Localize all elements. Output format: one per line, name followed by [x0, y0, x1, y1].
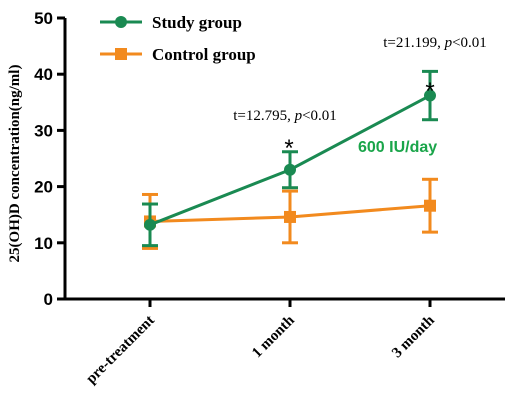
legend-label: Control group [152, 45, 256, 64]
significance-text: t=12.795, p<0.01 [233, 108, 337, 124]
significance-star: * [425, 78, 434, 105]
data-point [144, 218, 156, 231]
data-point [115, 48, 127, 60]
stat-p-value: <0.01 [452, 35, 487, 51]
x-tick-label: pre-treatment [83, 313, 158, 388]
stat-p-symbol: p [294, 108, 303, 124]
data-point [115, 16, 127, 28]
data-point [284, 163, 296, 176]
significance-star: * [284, 135, 293, 162]
stat-t-value: t=12.795, [233, 108, 294, 124]
y-tick-label: 10 [34, 234, 53, 253]
y-tick-label: 30 [34, 121, 53, 140]
x-tick-label: 1 month [249, 312, 298, 361]
x-tick-label: 3 month [389, 312, 438, 361]
dose-label: 600 IU/day [358, 139, 437, 156]
legend-item: Study group [100, 13, 242, 32]
y-tick-label: 40 [34, 65, 53, 84]
legend-item: Control group [100, 45, 256, 64]
significance-text: t=21.199, p<0.01 [383, 35, 487, 51]
legend: Study group Control group [100, 13, 256, 64]
series-control-group [142, 177, 438, 250]
data-point [424, 89, 436, 102]
y-tick-label: 20 [34, 178, 53, 197]
data-point [424, 199, 436, 212]
series-study-group [142, 69, 438, 248]
legend-label: Study group [152, 13, 242, 32]
stat-p-symbol: p [444, 35, 453, 51]
data-point [284, 210, 296, 223]
stat-t-value: t=21.199, [383, 35, 444, 51]
y-axis-title: 25(OH)D concentration(ng/ml) [7, 65, 23, 263]
y-tick-label: 0 [44, 290, 53, 309]
series-layer [142, 69, 438, 250]
y-tick-label: 50 [34, 9, 53, 28]
stat-p-value: <0.01 [302, 108, 337, 124]
